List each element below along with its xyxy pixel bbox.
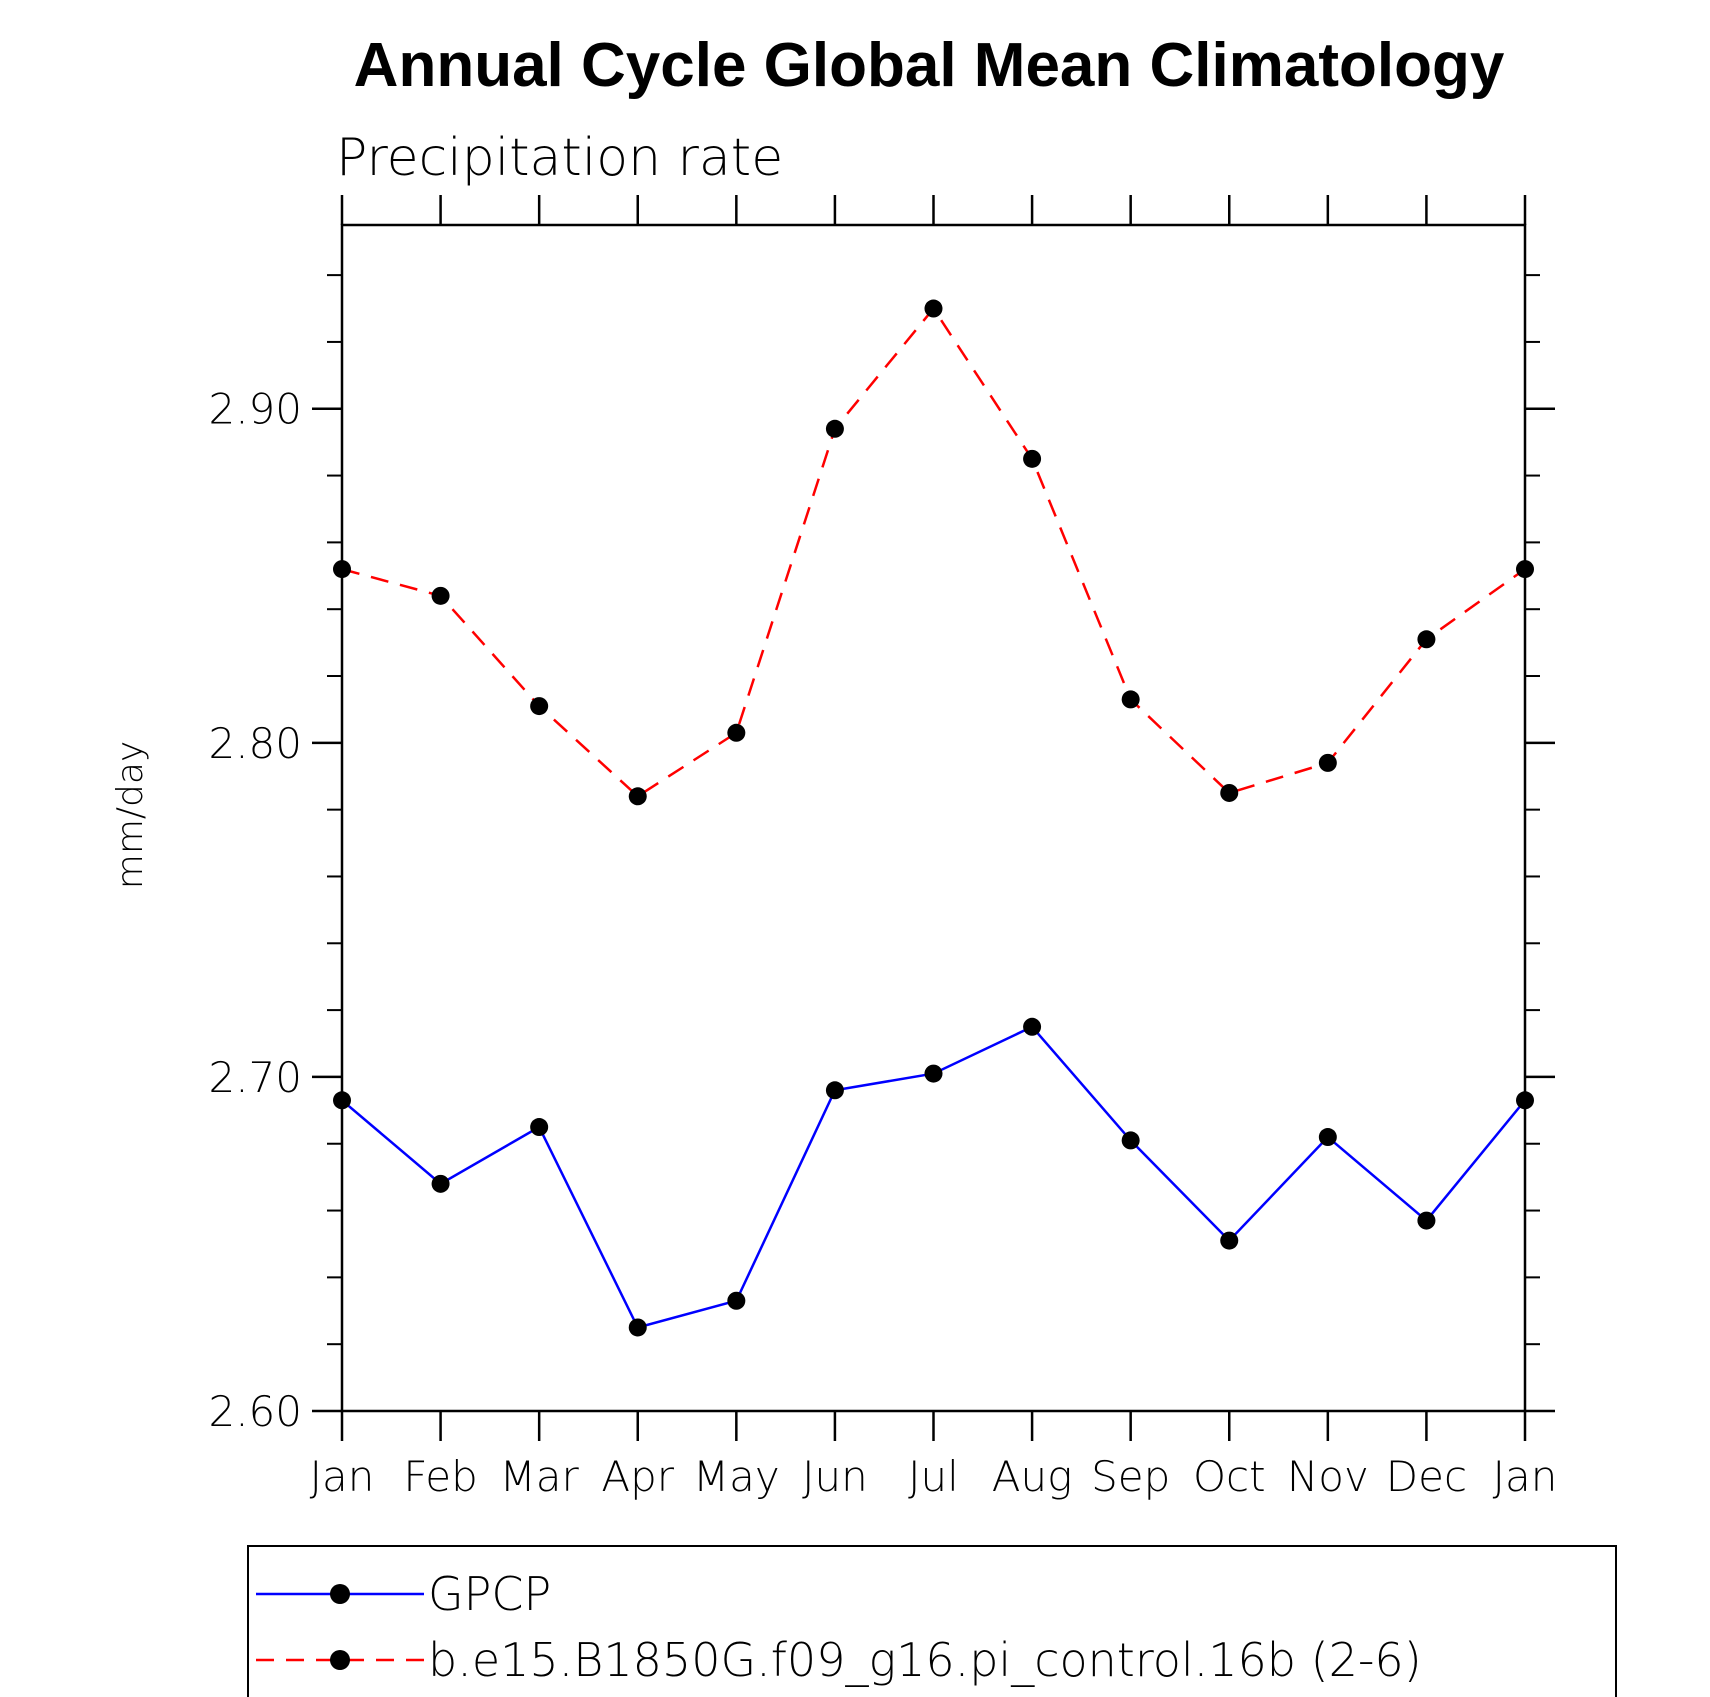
plot-frame — [340, 223, 1527, 1413]
x-tick-label: May — [693, 1452, 780, 1501]
data-point — [1318, 753, 1337, 772]
data-point — [1318, 1128, 1337, 1147]
data-point — [727, 1291, 746, 1310]
data-point — [1417, 630, 1436, 649]
data-point — [1121, 1131, 1140, 1150]
data-point — [530, 697, 549, 716]
x-tick-label: Mar — [500, 1452, 580, 1501]
x-tick-label: Sep — [1091, 1452, 1170, 1501]
data-point — [1516, 1091, 1534, 1110]
data-point — [1220, 783, 1239, 802]
x-tick-label: Oct — [1193, 1452, 1266, 1501]
legend-marker — [330, 1584, 350, 1604]
data-point — [1121, 690, 1140, 709]
axes: Jan Feb Mar Apr May Jun Jul Aug Sep Oct Nov Dec Jan2… — [208, 195, 1557, 1501]
series-line — [341, 306, 1526, 798]
x-tick-label: Feb — [403, 1452, 477, 1501]
chart-title: Annual Cycle Global Mean Climatology — [354, 31, 1505, 100]
data-point — [1417, 1211, 1436, 1230]
legend-entry-1: GPCP — [256, 1567, 551, 1621]
y-tick-label: 2.80 — [208, 719, 302, 768]
data-point — [1220, 1231, 1239, 1250]
data-point — [431, 1174, 450, 1193]
y-tick-label: 2.90 — [208, 385, 302, 434]
x-tick-label: Jun — [802, 1452, 868, 1501]
x-tick-label: Jan — [310, 1452, 375, 1501]
data-point — [530, 1118, 549, 1137]
data-point — [431, 586, 450, 605]
legend: GPCP b.e15.B1850G.f09_g16.pi_control.16b … — [247, 1545, 1617, 1697]
data-point — [1516, 560, 1534, 579]
legend-entry-2: b.e15.B1850G.f09_g16.pi_control.16b (2-6… — [256, 1633, 1422, 1687]
x-tick-label: Aug — [992, 1452, 1073, 1501]
data-point — [825, 419, 844, 438]
data-point — [628, 1318, 647, 1337]
legend-label: GPCP — [428, 1567, 551, 1621]
series-2 — [333, 299, 1534, 806]
data-point — [628, 787, 647, 806]
series-1 — [333, 1017, 1534, 1337]
series-layer — [333, 299, 1534, 1337]
y-axis-label: mm/day — [110, 741, 151, 889]
data-point — [924, 1064, 943, 1083]
x-tick-label: Jul — [908, 1452, 959, 1501]
legend-box — [247, 1545, 1617, 1697]
data-point — [727, 723, 746, 742]
data-point — [1023, 1017, 1042, 1036]
x-tick-label: Jan — [1493, 1452, 1558, 1501]
y-tick-label: 2.60 — [208, 1387, 302, 1436]
x-tick-label: Nov — [1287, 1452, 1369, 1501]
data-point — [1023, 449, 1042, 468]
legend-label: b.e15.B1850G.f09_g16.pi_control.16b (2-6… — [428, 1633, 1422, 1687]
legend-marker — [330, 1650, 350, 1670]
data-point — [333, 560, 351, 579]
chart-subtitle: Precipitation rate — [336, 128, 783, 188]
y-tick-label: 2.70 — [208, 1053, 302, 1102]
data-point — [924, 299, 943, 318]
x-tick-label: Dec — [1386, 1452, 1467, 1501]
data-point — [825, 1081, 844, 1100]
data-point — [333, 1091, 351, 1110]
x-tick-label: Apr — [601, 1452, 674, 1501]
